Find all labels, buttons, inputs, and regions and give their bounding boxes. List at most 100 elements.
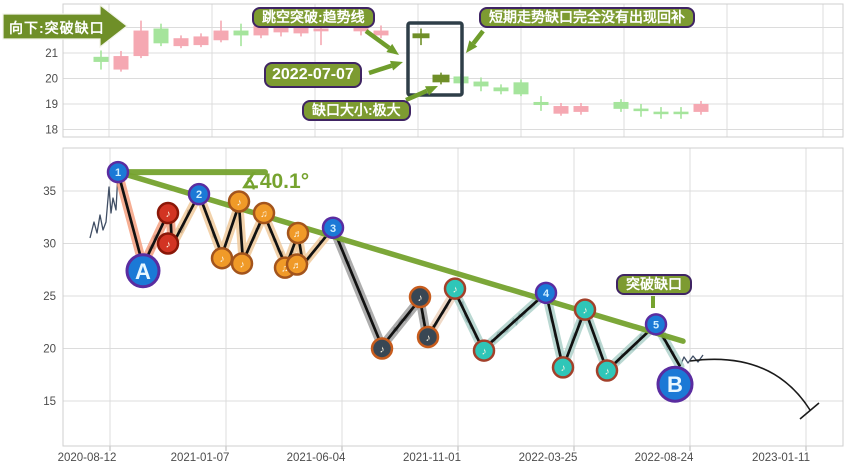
music-note-icon: ♪ <box>166 239 171 250</box>
music-note-icon: ♪ <box>166 209 171 220</box>
arrow-to-gap-box-1-shaft <box>364 29 391 50</box>
number-marker-circle <box>106 160 130 184</box>
music-note-icon: ♪ <box>583 305 588 316</box>
candle-body <box>513 82 529 95</box>
x-axis-date-label: 2021-11-01 <box>403 452 461 464</box>
music-note-icon: ♪ <box>418 293 423 304</box>
candle-body <box>493 87 509 92</box>
price-line <box>89 171 704 372</box>
arrow-to-gap-box-2-head <box>390 60 403 71</box>
music-note-icon: ♪ <box>453 284 458 295</box>
candle <box>553 102 569 116</box>
candle <box>533 96 549 111</box>
wave-number-marker: 1 <box>106 160 130 184</box>
top-panel-border <box>62 3 844 138</box>
note-marker-circle <box>286 221 310 245</box>
candle-body <box>133 30 149 57</box>
candle-body <box>633 108 649 112</box>
wave-note-marker: ♪ <box>551 356 575 379</box>
candle-body <box>193 36 209 46</box>
point-letter-label: B <box>667 372 683 397</box>
annotation-arrows <box>364 29 485 103</box>
trendline-angle-label: ∡40.1° <box>241 170 310 193</box>
wave-number-marker: 5 <box>644 313 668 336</box>
down-breakout-gap-flag-label: 向下:突破缺口 <box>9 20 105 36</box>
x-axis-date-label: 2022-03-25 <box>519 452 578 464</box>
candle <box>653 107 669 119</box>
wave-note-marker: ♪ <box>472 339 496 362</box>
candle <box>173 35 189 49</box>
candle-body <box>533 101 549 106</box>
candle <box>493 84 509 95</box>
number-marker-circle <box>321 216 345 239</box>
note-marker-circle <box>472 339 496 362</box>
note-marker-circle <box>210 246 234 270</box>
candle <box>93 50 109 70</box>
candle <box>432 72 450 85</box>
note-marker-circle <box>156 201 180 225</box>
wave-note-marker: ♪ <box>156 232 180 255</box>
candle <box>233 23 249 47</box>
candle-body <box>673 111 689 115</box>
top-y-tick-label: 21 <box>45 48 58 60</box>
music-note-icon: ♫ <box>281 263 289 274</box>
wave-note-marker: ♬ <box>285 253 309 276</box>
candle-body <box>293 25 309 34</box>
candle <box>133 20 149 59</box>
wave-note-marker: ♫ <box>252 201 276 225</box>
candle <box>613 99 629 112</box>
arrow-to-gap-box-3-shaft <box>471 29 485 45</box>
music-note-icon: ♪ <box>380 344 385 355</box>
candle <box>412 28 430 46</box>
candle-body <box>153 28 169 44</box>
gap-breakout-trendline-label: 跳空突破:趋势线 <box>252 7 375 28</box>
candle <box>573 102 589 115</box>
top-candlestick-panel: 21 20 19 18 <box>45 3 844 138</box>
wave-note-marker: ♬ <box>286 221 310 245</box>
top-y-tick-label: 19 <box>45 99 58 111</box>
candle <box>673 107 689 119</box>
candle-body <box>233 30 249 36</box>
candle-body <box>213 30 229 41</box>
wave-number-marker: 4 <box>534 281 558 305</box>
candle <box>153 23 169 47</box>
note-marker-circle <box>370 337 394 360</box>
candle <box>513 79 529 97</box>
music-note-icon: ♪ <box>237 197 242 208</box>
note-marker-circle <box>443 277 467 300</box>
candle <box>313 26 329 46</box>
bottom-y-tick-label: 35 <box>43 186 56 198</box>
point-a-marker: A <box>125 253 161 289</box>
wave-note-marker: ♪ <box>595 359 619 382</box>
bottom-y-tick-label: 30 <box>43 239 56 251</box>
candle <box>633 104 649 117</box>
point-b-marker: B <box>656 365 694 403</box>
wave-note-marker: ♪ <box>230 252 254 275</box>
x-axis-date-label: 2023-01-11 <box>752 452 810 464</box>
candle-body <box>373 30 389 36</box>
note-marker-circle <box>285 253 309 276</box>
candle <box>113 50 129 72</box>
candle-body <box>432 74 450 83</box>
breakout-gap-label: 突破缺口 <box>616 274 692 295</box>
note-marker-circle <box>551 356 575 379</box>
music-note-icon: ♪ <box>482 346 487 357</box>
bottom-y-tick-label: 20 <box>43 344 56 356</box>
candle-body <box>93 56 109 62</box>
wave-note-marker: ♪ <box>408 285 432 309</box>
note-marker-circle <box>595 359 619 382</box>
candle-body <box>473 81 489 87</box>
music-note-icon: ♪ <box>220 254 225 265</box>
candle-body <box>613 101 629 109</box>
bottom-y-tick-label: 25 <box>43 291 56 303</box>
projection-arc-end-tick <box>799 402 820 420</box>
top-y-tick-label: 20 <box>45 74 58 86</box>
candle-body <box>113 56 129 70</box>
music-note-icon: ♪ <box>605 366 610 377</box>
candle-body <box>573 106 589 112</box>
wave-note-marker: ♪ <box>573 298 597 321</box>
music-note-icon: ♪ <box>426 333 431 344</box>
